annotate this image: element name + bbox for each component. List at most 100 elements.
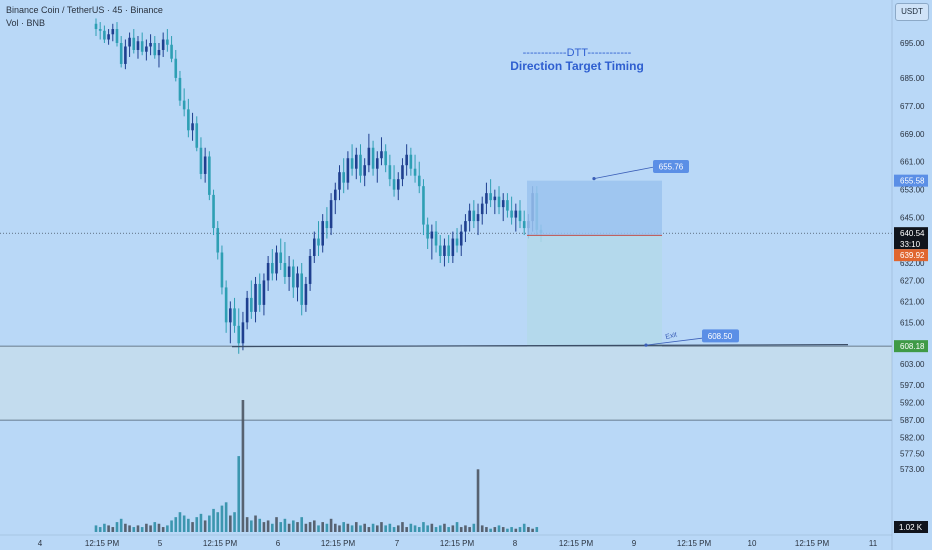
candle-body xyxy=(426,224,429,239)
volume-bar xyxy=(476,469,480,532)
profit-zone xyxy=(527,180,662,236)
candle-body xyxy=(187,109,190,131)
time-axis[interactable]: 4 12:15 PM 5 12:15 PM 6 12:15 PM 7 12:15 PM 8 12:… xyxy=(0,534,892,548)
candle xyxy=(308,249,312,291)
volume-bar xyxy=(455,522,459,532)
candle-body xyxy=(308,256,312,284)
target-callout-box xyxy=(653,159,689,173)
candle xyxy=(430,224,434,260)
candle-body xyxy=(388,165,392,180)
long-position-tool[interactable]: 655.76 608.50 Exit xyxy=(231,159,849,348)
volume-bar xyxy=(434,527,438,532)
volume-bar xyxy=(342,522,345,532)
candle-body xyxy=(145,46,148,52)
candle xyxy=(300,262,304,316)
time-tick-label: 8 xyxy=(513,539,518,548)
support-zone xyxy=(0,346,892,421)
volume-bar xyxy=(325,523,329,532)
candle-body xyxy=(296,273,299,288)
candle xyxy=(388,154,392,187)
volume-bar xyxy=(279,522,283,532)
volume-bar xyxy=(208,515,211,532)
volume-bar xyxy=(317,525,320,532)
candle xyxy=(216,221,220,260)
candle-body xyxy=(111,29,115,35)
candle-body xyxy=(346,158,350,183)
volume-bar xyxy=(329,518,333,532)
volume-bar xyxy=(132,527,136,532)
candle xyxy=(443,238,446,267)
candle-body xyxy=(132,37,136,50)
price-tick-label: 573.00 xyxy=(900,465,925,474)
candle xyxy=(287,256,291,291)
volume-bar xyxy=(518,527,522,532)
candle xyxy=(149,34,152,56)
candle xyxy=(518,200,522,229)
candle-body xyxy=(170,44,173,59)
target-callout-dot xyxy=(592,177,596,181)
volume-legend[interactable]: Vol · BNB xyxy=(6,18,46,28)
volume-bar xyxy=(271,523,274,532)
price-tick-label: 597.00 xyxy=(900,381,925,390)
candle-body xyxy=(241,322,245,344)
candle xyxy=(233,297,236,333)
currency-button[interactable]: USDT xyxy=(895,3,929,21)
volume-bar xyxy=(451,525,455,532)
candle xyxy=(98,22,102,40)
volume-bar xyxy=(422,522,425,532)
candle-body xyxy=(392,179,396,190)
candle-body xyxy=(506,200,509,211)
candle xyxy=(342,158,345,194)
volume-bar xyxy=(346,523,350,532)
volume-bar xyxy=(426,525,429,532)
candle-body xyxy=(136,41,140,50)
candle-body xyxy=(413,168,417,176)
volume-bar xyxy=(245,517,249,532)
volume-bar xyxy=(388,523,392,532)
price-axis[interactable]: 695.00 685.00 677.00 669.00 661.00 653.00 645.… xyxy=(891,0,932,550)
candle-body xyxy=(166,39,169,45)
support-price-tag: 608.18 xyxy=(900,342,925,351)
price-tick-label: 587.00 xyxy=(900,416,925,425)
candle-body xyxy=(405,154,408,166)
volume-bar xyxy=(497,525,501,532)
candle xyxy=(166,29,169,52)
candle xyxy=(464,214,467,243)
candle-body xyxy=(191,123,194,131)
candle-body xyxy=(178,77,182,101)
candle xyxy=(438,235,442,263)
candle xyxy=(422,179,425,236)
volume-bar xyxy=(527,527,530,532)
volume-bar xyxy=(510,527,513,532)
target-price-tag-box xyxy=(894,174,928,187)
candle-body xyxy=(275,252,278,274)
candle xyxy=(275,245,278,281)
candle-body xyxy=(107,34,110,40)
volume-bar xyxy=(124,523,127,532)
exit-callout-label: 608.50 xyxy=(708,332,733,341)
volume-bar xyxy=(443,523,446,532)
candle xyxy=(472,200,476,229)
candle-body xyxy=(371,147,375,169)
candle xyxy=(182,88,186,117)
last-price-tag-countdown: 33:10 xyxy=(900,240,921,249)
candle-body xyxy=(485,193,488,204)
candle-body xyxy=(124,46,127,64)
candle-body xyxy=(317,238,320,246)
candle xyxy=(170,36,173,63)
symbol-title[interactable]: Binance Coin / TetherUS · 45 · Binance xyxy=(6,5,163,15)
price-tick-label: 653.00 xyxy=(900,186,925,195)
candle xyxy=(329,193,333,236)
candle-body xyxy=(199,147,203,174)
candle xyxy=(279,238,283,270)
exit-text: Exit xyxy=(665,331,678,341)
volume-bar xyxy=(304,523,308,532)
volume-bar xyxy=(417,527,421,532)
volume-bar xyxy=(187,518,190,532)
candle-body xyxy=(476,214,480,222)
candle xyxy=(455,228,459,253)
candle xyxy=(333,182,337,215)
candle-body xyxy=(212,194,215,229)
candle-body xyxy=(266,262,270,281)
